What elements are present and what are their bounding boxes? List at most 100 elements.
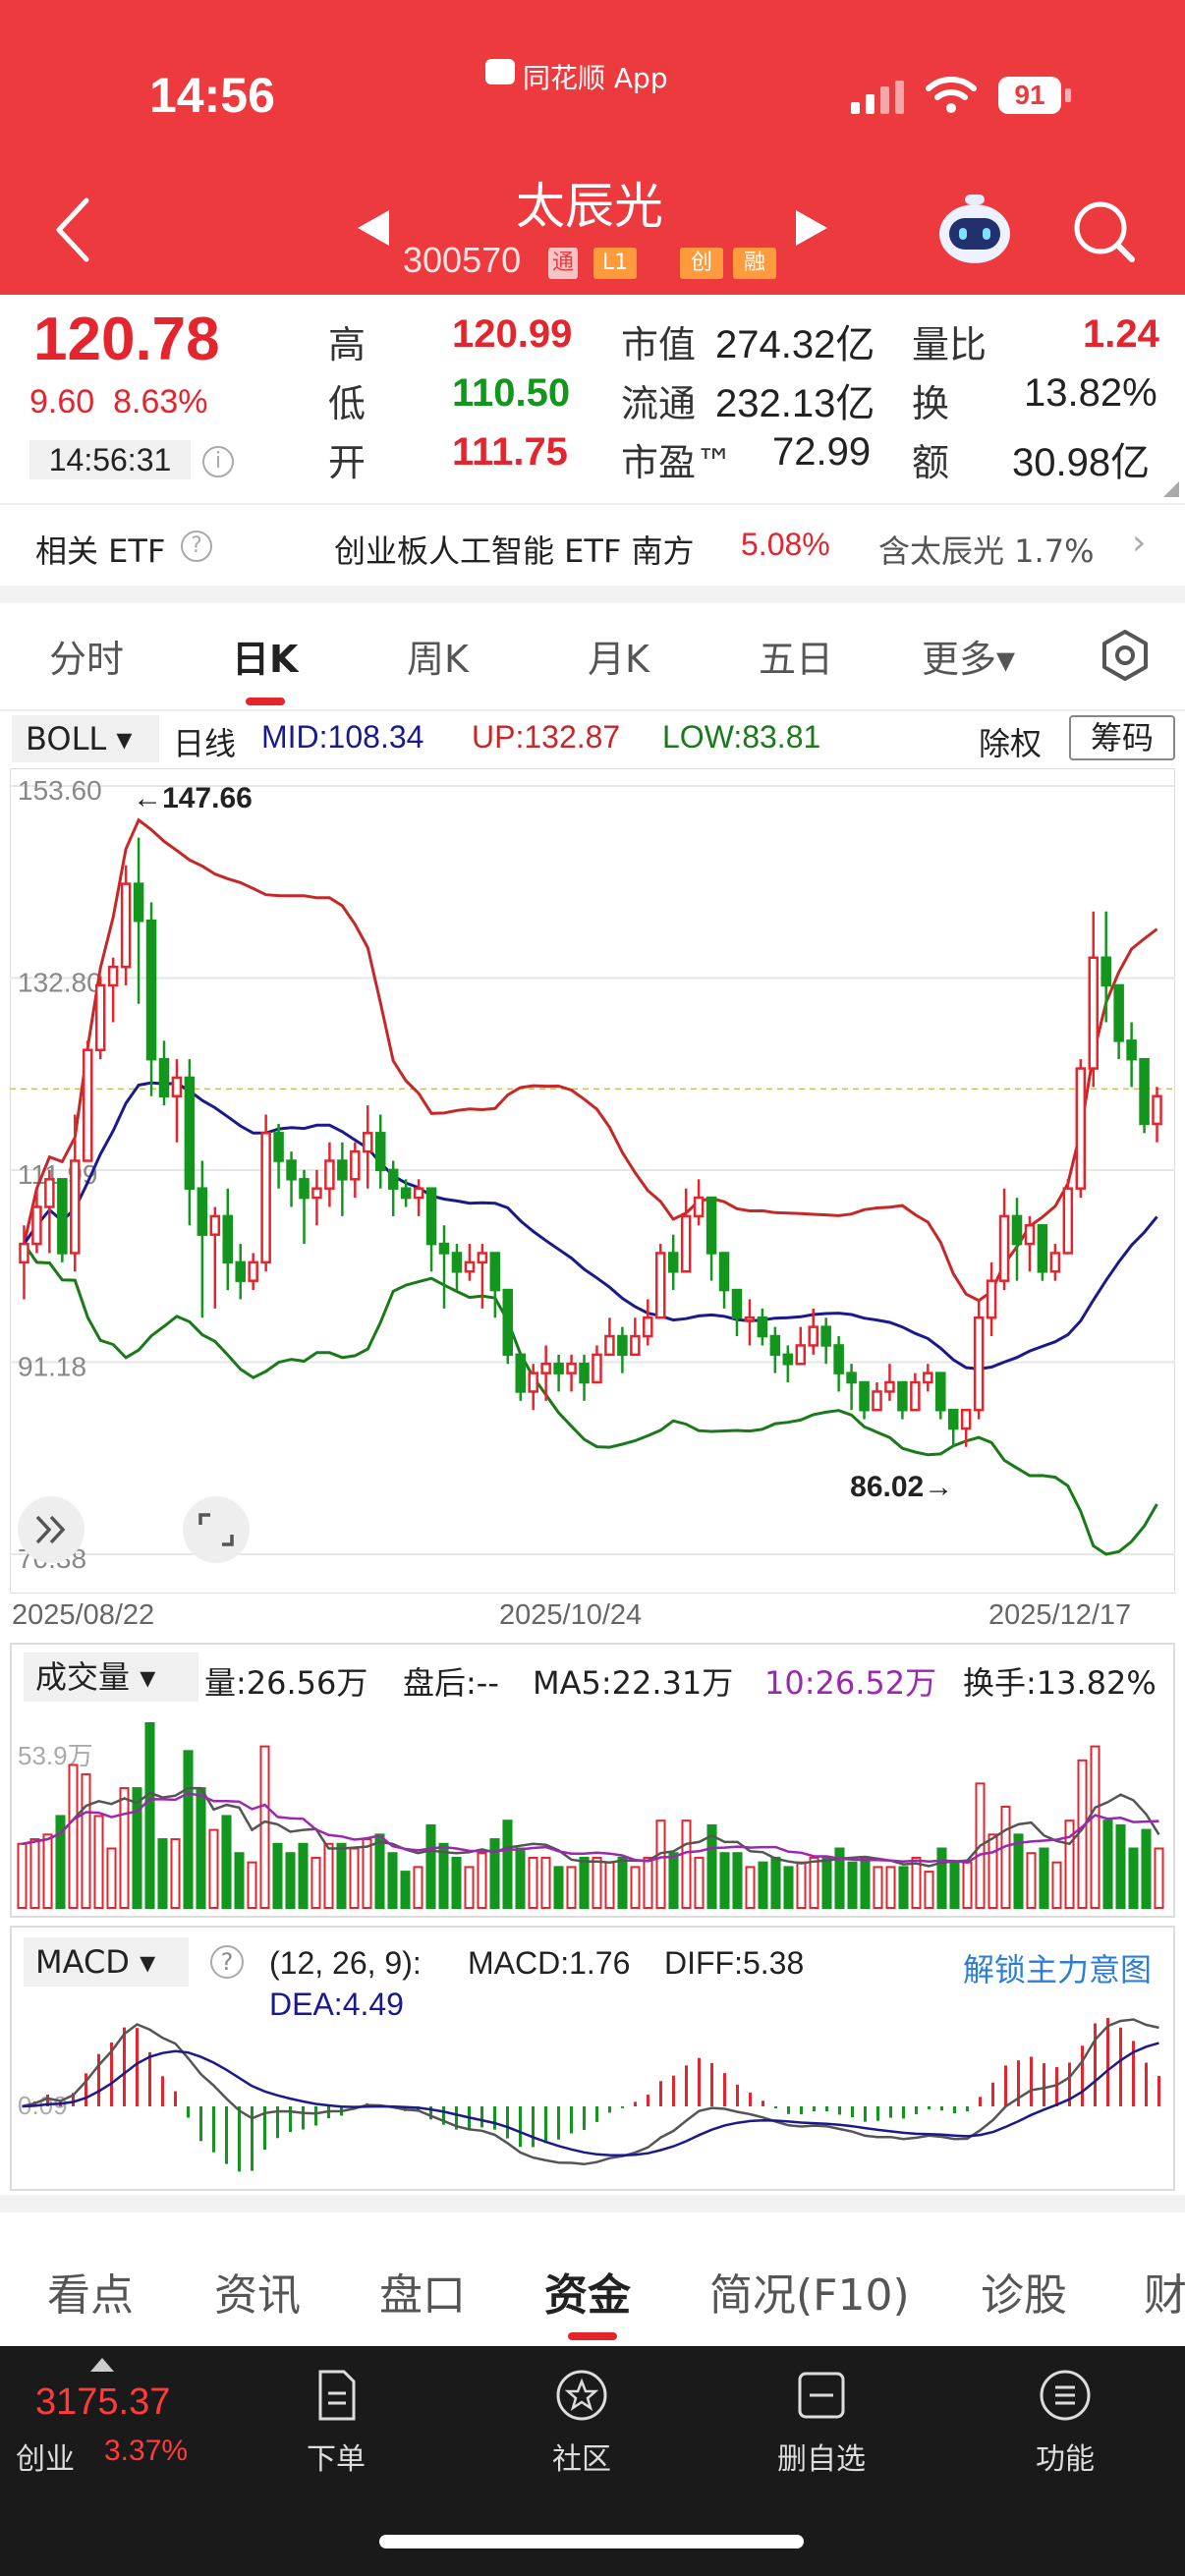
adjust-rights-button[interactable]: 除权	[979, 725, 1043, 762]
related-etf-row[interactable]: 相关 ETF ? 创业板人工智能 ETF 南方 5.08% 含太辰光 1.7% …	[0, 503, 1185, 586]
candle-up	[1075, 1067, 1087, 1190]
tag-rong: 融	[733, 248, 776, 279]
volume-bar-up	[349, 1847, 360, 1909]
battery-cap	[1065, 88, 1071, 102]
candle-down	[820, 1325, 831, 1347]
tab-fund-flow[interactable]: 资金	[544, 2270, 631, 2321]
candle-up	[540, 1362, 551, 1374]
volume-bar-down	[949, 1861, 960, 1910]
previous-stock-icon[interactable]	[356, 208, 391, 248]
indicator-select-volume[interactable]: 成交量 ▾	[24, 1652, 198, 1702]
back-arrow-icon[interactable]	[51, 195, 94, 265]
wifi-icon	[926, 77, 977, 113]
volume-bar-up	[413, 1866, 423, 1909]
tab-weekly-k[interactable]: 周K	[407, 638, 469, 681]
volume-bar-up	[528, 1856, 538, 1909]
volume-bar-down	[489, 1838, 500, 1909]
candle-up	[1152, 1094, 1162, 1126]
volume-bar-up	[1026, 1852, 1037, 1910]
candle-up	[566, 1362, 577, 1374]
fullscreen-button[interactable]	[183, 1496, 250, 1563]
nav-remove-watchlist[interactable]: 删自选	[753, 2366, 890, 2503]
nav-community[interactable]: 社区	[513, 2366, 650, 2503]
volume-bar-up	[362, 1838, 372, 1909]
pe-value: 72.99	[772, 430, 872, 474]
macd-chart[interactable]: 0.09	[12, 1987, 1173, 2189]
volume-bar-up	[809, 1856, 819, 1909]
volume-bar-up	[477, 1852, 487, 1910]
volume-bar-up	[681, 1820, 692, 1909]
macd-panel: MACD ▾ ? (12, 26, 9): MACD:1.76 DIFF:5.3…	[10, 1926, 1175, 2191]
app-logo-icon	[485, 59, 515, 84]
volume-bar-up	[988, 1833, 998, 1909]
tab-daily-k[interactable]: 日K	[232, 638, 299, 681]
candle-down	[833, 1344, 844, 1374]
candle-down	[718, 1252, 730, 1292]
volume-bar-down	[821, 1856, 832, 1909]
candle-up	[643, 1316, 653, 1338]
index-change[interactable]: 3.37%	[104, 2435, 189, 2467]
tab-orderbook[interactable]: 盘口	[379, 2270, 466, 2321]
status-app-name: 同花顺 App	[523, 62, 668, 94]
indicator-select-boll[interactable]: BOLL ▾	[12, 715, 159, 762]
kline-chart[interactable]: 153.60132.80111.9991.1870.38←147.6686.02…	[10, 768, 1175, 1594]
volume-bar-up	[1154, 1847, 1164, 1909]
tab-five-day[interactable]: 五日	[759, 638, 834, 681]
chip-distribution-button[interactable]: 筹码	[1069, 715, 1175, 760]
candle-down	[1100, 956, 1111, 987]
nav-order[interactable]: 下单	[267, 2366, 405, 2503]
candle-down	[617, 1334, 628, 1357]
help-icon[interactable]: ?	[181, 531, 212, 562]
tab-news[interactable]: 资讯	[214, 2270, 301, 2321]
volume-bar-up	[873, 1866, 883, 1909]
app-header: 14:56 同花顺 App 91 太辰光 300570 通 L1 创 融	[0, 0, 1185, 295]
volume-bar-up	[259, 1745, 270, 1909]
volume-bar-up	[655, 1820, 666, 1909]
unlock-main-intent-link[interactable]: 解锁主力意图	[963, 1952, 1153, 1988]
volume-bar-down	[502, 1820, 513, 1909]
tab-diagnosis[interactable]: 诊股	[981, 2270, 1067, 2321]
tab-finance[interactable]: 财	[1144, 2270, 1185, 2321]
assistant-robot-icon[interactable]	[935, 193, 1014, 267]
candle-down	[438, 1242, 450, 1255]
volume-bar-down	[400, 1871, 411, 1910]
candle-up	[884, 1380, 895, 1393]
help-icon[interactable]: ?	[210, 1945, 244, 1979]
volume-bar-down	[387, 1852, 398, 1910]
tab-intraday[interactable]: 分时	[49, 638, 125, 681]
boll-lower-line	[23, 1243, 1158, 1556]
volume-bar-down	[936, 1847, 947, 1909]
volume-bar-up	[566, 1866, 577, 1909]
volume-chart[interactable]: 53.9万	[12, 1706, 1173, 1916]
search-icon[interactable]	[1071, 198, 1136, 263]
fullscreen-icon	[198, 1513, 234, 1546]
open-value: 111.75	[452, 430, 568, 474]
vr-value: 1.24	[1083, 312, 1159, 356]
active-tab-indicator	[246, 698, 285, 705]
volume-bar-up	[630, 1866, 641, 1909]
volume-bar-up	[29, 1838, 40, 1909]
index-name[interactable]: 创业	[16, 2442, 75, 2477]
expand-corner-icon[interactable]	[1163, 481, 1179, 497]
nav-functions[interactable]: 功能	[996, 2366, 1134, 2503]
volume-bar-up	[1051, 1861, 1062, 1910]
candle-up	[120, 882, 132, 969]
chart-settings-icon[interactable]	[1099, 629, 1152, 682]
indicator-select-macd[interactable]: MACD ▾	[24, 1937, 189, 1987]
volume-bar-down	[847, 1861, 858, 1910]
tab-f10-overview[interactable]: 简况(F10)	[709, 2270, 910, 2321]
volume-bar-up	[604, 1861, 615, 1910]
tab-monthly-k[interactable]: 月K	[588, 638, 649, 681]
section-divider	[0, 2195, 1185, 2212]
date-label-start: 2025/08/22	[12, 1599, 155, 1631]
candle-down	[299, 1178, 310, 1200]
volume-bar-down	[144, 1722, 155, 1909]
tab-highlights[interactable]: 看点	[47, 2270, 134, 2321]
next-stock-icon[interactable]	[794, 208, 829, 248]
max-price-label: ←147.66	[133, 782, 253, 814]
home-indicator[interactable]	[379, 2535, 804, 2548]
candle-down	[197, 1187, 208, 1236]
index-value[interactable]: 3175.37	[35, 2381, 171, 2423]
info-icon[interactable]: i	[202, 446, 234, 477]
tab-more[interactable]: 更多▾	[922, 638, 1016, 681]
